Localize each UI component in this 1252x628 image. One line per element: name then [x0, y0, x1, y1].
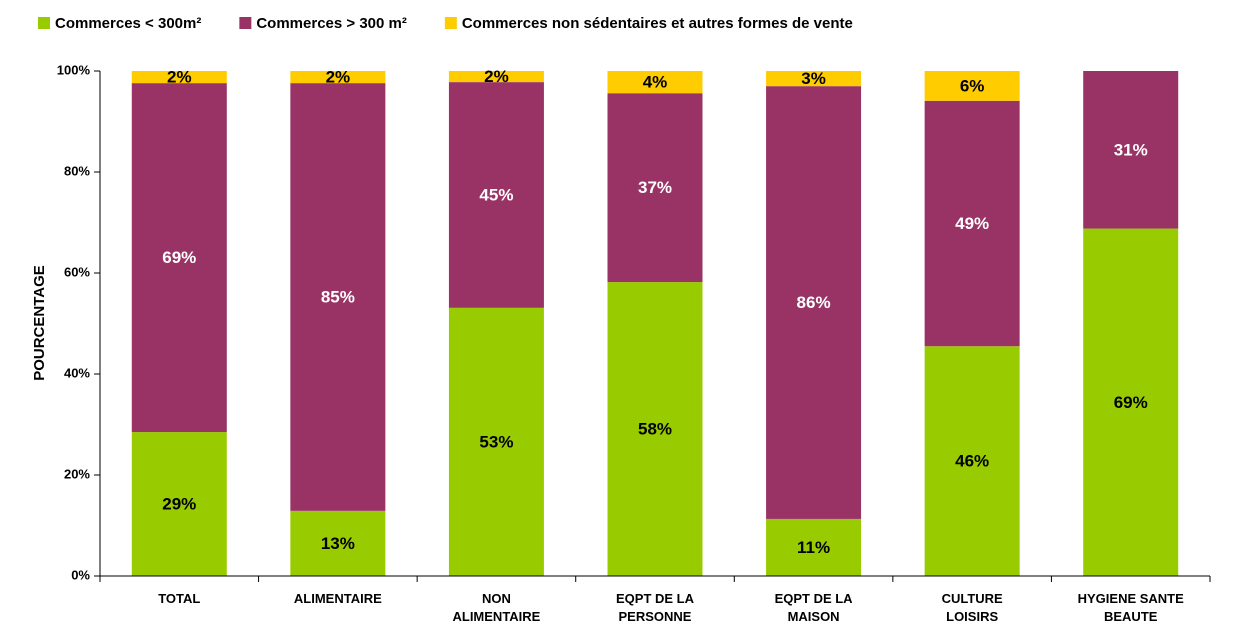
data-label: 13%: [321, 534, 355, 553]
x-tick-line: EQPT DE LA: [775, 591, 854, 606]
data-label: 31%: [1114, 140, 1148, 159]
x-tick-line: LOISIRS: [946, 609, 998, 623]
data-label: 2%: [484, 67, 509, 86]
x-tick-label: EQPT DE LA PERSONNE: [616, 591, 695, 623]
y-tick-label: 100%: [57, 62, 91, 77]
bar-segment: [766, 71, 862, 87]
y-axis-title: POURCENTAGE: [31, 265, 48, 381]
x-tick-line: HYGIENE SANTE: [1078, 591, 1185, 606]
bar-segment: [924, 100, 1020, 347]
data-label: 2%: [326, 68, 351, 87]
y-tick-label: 40%: [64, 365, 90, 380]
data-label: 3%: [801, 69, 826, 88]
x-tick-line: ALIMENTAIRE: [452, 609, 540, 623]
legend-label: Commerces non sédentaires et autres form…: [462, 15, 853, 32]
bar-segment: [131, 83, 227, 433]
data-label: 86%: [797, 293, 831, 312]
bar-segment: [607, 93, 703, 283]
x-tick-line: NON: [482, 591, 511, 606]
data-label: 4%: [643, 73, 668, 92]
legend-label: Commerces < 300m²: [55, 15, 201, 32]
data-label: 45%: [479, 185, 513, 204]
legend-swatch: [38, 17, 50, 29]
data-label: 29%: [162, 495, 196, 514]
bar-segment: [766, 518, 862, 576]
bar-segment: [448, 71, 544, 83]
data-label: 11%: [797, 538, 830, 557]
data-label: 2%: [167, 68, 192, 87]
x-tick-line: MAISON: [788, 609, 840, 623]
y-tick-label: 80%: [64, 163, 90, 178]
x-tick-label: NON ALIMENTAIRE: [452, 591, 540, 623]
data-label: 85%: [321, 287, 355, 306]
x-tick-label: ALIMENTAIRE: [294, 591, 382, 606]
legend-swatch: [239, 17, 252, 29]
bar-segment: [448, 82, 544, 308]
x-tick-line: PERSONNE: [619, 609, 692, 623]
bar-segment: [290, 71, 386, 84]
bar-segment: [766, 86, 862, 519]
bar-segment: [290, 510, 386, 576]
x-tick-label: TOTAL: [158, 591, 200, 606]
bar-segment: [1083, 71, 1179, 229]
x-tick-line: CULTURE: [942, 591, 1003, 606]
data-label: 46%: [955, 452, 989, 471]
bar-segment: [290, 83, 386, 511]
bar-segment: [131, 432, 227, 576]
bar-segment: [448, 307, 544, 576]
bar-segment: [924, 346, 1020, 576]
x-tick-label: CULTURE LOISIRS: [942, 591, 1003, 623]
data-label: 37%: [638, 178, 672, 197]
x-tick-line: BEAUTE: [1104, 609, 1158, 623]
data-label: 53%: [479, 432, 513, 451]
data-label: 69%: [1114, 393, 1148, 412]
x-tick-line: TOTAL: [158, 591, 200, 606]
bar-segment: [1083, 228, 1179, 576]
x-tick-label: HYGIENE SANTE BEAUTE: [1078, 591, 1185, 623]
legend-swatch: [444, 17, 457, 29]
bar-segment: [607, 282, 703, 576]
x-tick-line: ALIMENTAIRE: [294, 591, 382, 606]
bar-segment: [607, 71, 703, 94]
legend-label: Commerces > 300 m²: [256, 15, 407, 32]
y-tick-label: 0%: [71, 567, 90, 582]
data-label: 49%: [955, 214, 989, 233]
y-tick-label: 60%: [64, 264, 90, 279]
y-tick-label: 20%: [64, 466, 90, 481]
x-tick-line: EQPT DE LA: [616, 591, 695, 606]
data-label: 69%: [162, 248, 196, 267]
x-tick-label: EQPT DE LA MAISON: [775, 591, 854, 623]
data-label: 58%: [638, 420, 672, 439]
bar-segment: [131, 71, 227, 84]
bar-segment: [924, 71, 1020, 101]
data-label: 6%: [960, 76, 985, 95]
